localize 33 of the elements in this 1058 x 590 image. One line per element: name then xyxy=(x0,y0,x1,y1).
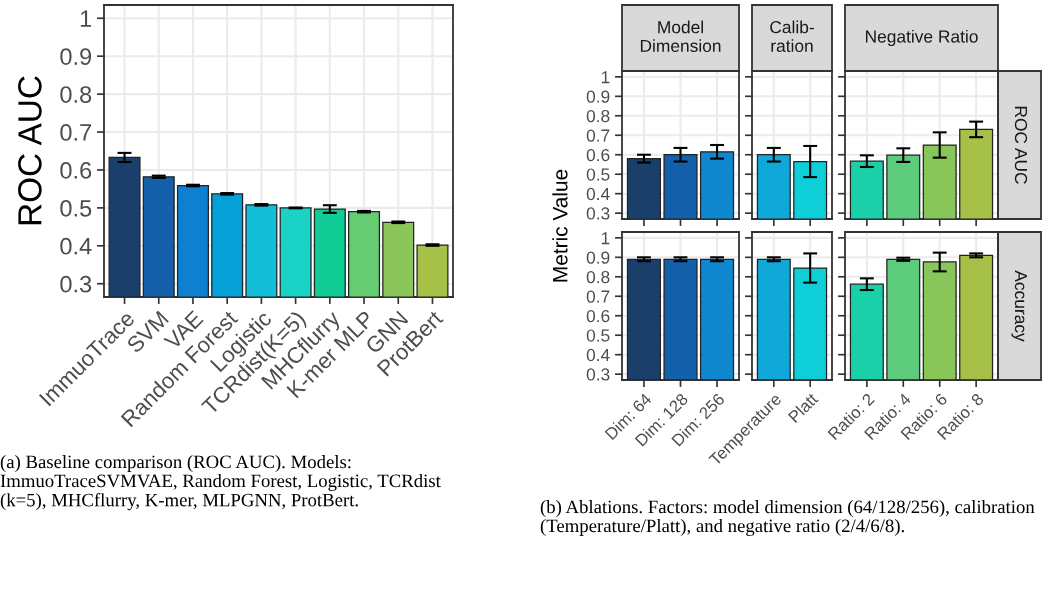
y-tick-label: 0.6 xyxy=(586,309,610,323)
y-tick-label: 0.7 xyxy=(586,290,610,303)
y-tick-label: 0.8 xyxy=(586,270,610,284)
y-axis-title: Metric Value xyxy=(552,169,568,282)
y-tick-label: 0.5 xyxy=(60,199,92,217)
y-tick-label: 0.4 xyxy=(586,187,610,201)
y-tick-label: 0.6 xyxy=(586,148,610,162)
chart-title: Negative Ratio xyxy=(865,29,978,47)
y-tick-label: 0.7 xyxy=(60,124,92,141)
chart-title: Calib-ration xyxy=(770,20,814,53)
chart-title: Model Dimension xyxy=(640,20,721,53)
text: (a) Baseline comparison (ROC AUC). Models: ImmuoTraceSVMVAE, Random Forest, Logistic, TCRdist (k=5), MHCflurry, K-mer, MLPGNN, ProtBert. xyxy=(0,455,441,511)
y-axis-title: ROC AUC xyxy=(18,76,42,225)
y-tick-label: 1 xyxy=(80,10,92,27)
text: (b) Ablations. Factors: model dimension (64/128/256), calibration (Temperature/Platt), and negative ratio (2/4/6/8). xyxy=(540,500,1035,537)
y-tick-label: 0.3 xyxy=(60,275,92,293)
y-tick-label: 0.8 xyxy=(586,109,610,123)
y-tick-label: 1 xyxy=(601,232,610,245)
y-tick-label: 1 xyxy=(601,71,610,84)
y-tick-label: 0.5 xyxy=(586,168,610,181)
y-tick-label: 0.4 xyxy=(586,348,610,362)
y-tick-label: 0.8 xyxy=(60,86,92,103)
y-tick-label: 0.9 xyxy=(586,90,610,103)
y-tick-label: 0.3 xyxy=(586,207,610,220)
y-tick-label: 0.7 xyxy=(586,129,610,142)
text: Accuracy xyxy=(1011,270,1027,342)
y-tick-label: 0.3 xyxy=(586,368,610,381)
y-tick-label: 0.9 xyxy=(60,48,92,65)
text: ROC AUC xyxy=(1014,106,1028,184)
y-tick-label: 0.6 xyxy=(60,162,92,179)
y-tick-label: 0.5 xyxy=(586,329,610,342)
y-tick-label: 0.4 xyxy=(60,237,92,255)
y-tick-label: 0.9 xyxy=(586,251,610,264)
